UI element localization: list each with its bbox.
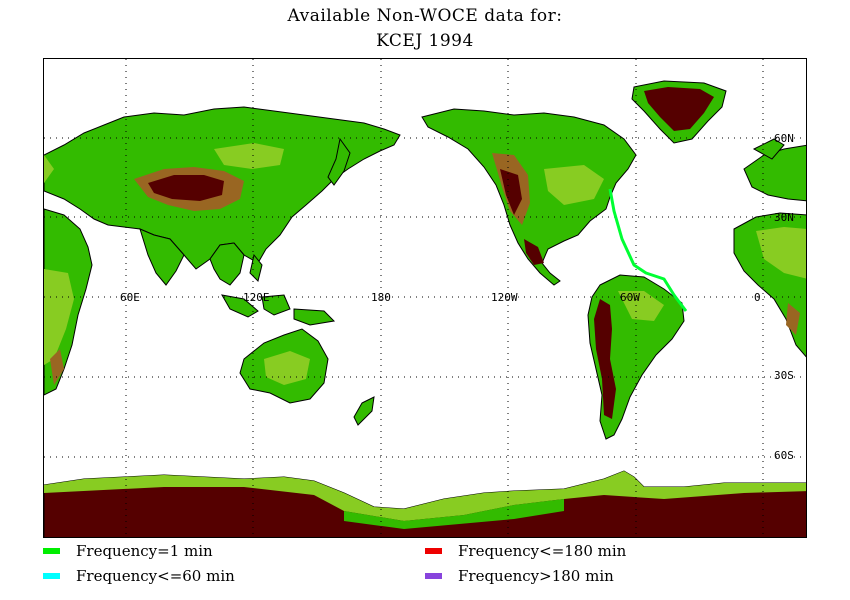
legend-label: Frequency<=60 min [76, 567, 235, 585]
lon-label-0: 0 [754, 291, 761, 304]
legend-label: Frequency<=180 min [458, 542, 627, 560]
japan [327, 137, 351, 186]
lon-label-120e: 120E [243, 291, 270, 304]
south-america [587, 274, 685, 440]
australia [239, 328, 329, 404]
europe-africa-east [733, 138, 806, 358]
eurasia [44, 106, 401, 270]
north-america [421, 108, 637, 286]
lon-label-120w: 120W [491, 291, 518, 304]
lat-label-30n: 30N [774, 211, 794, 224]
world-map: 60E 120E 180 120W 60W 0 60N 30N 30S 60S [43, 58, 807, 538]
legend-item-freq-over-180min: Frequency>180 min [425, 567, 614, 585]
legend-label: Frequency>180 min [458, 567, 614, 585]
legend-swatch-red [425, 548, 442, 554]
new-zealand [353, 396, 375, 426]
lon-label-180: 180 [371, 291, 391, 304]
legend-item-freq-180min: Frequency<=180 min [425, 542, 626, 560]
lat-label-60s: 60S [774, 449, 794, 462]
indonesia [221, 253, 336, 326]
legend-swatch-purple [425, 573, 442, 579]
africa [44, 208, 93, 396]
world-map-svg: 60E 120E 180 120W 60W 0 60N 30N 30S 60S [44, 59, 806, 537]
lat-label-30s: 30S [774, 369, 794, 382]
legend-swatch-cyan [43, 573, 60, 579]
map-title-line-2: KCEJ 1994 [376, 31, 474, 51]
map-title-line-1: Available Non-WOCE data for: [287, 6, 563, 26]
lon-label-60e: 60E [120, 291, 140, 304]
lat-label-60n: 60N [774, 132, 794, 145]
legend-item-freq-1min: Frequency=1 min [43, 542, 213, 560]
ship-track-line [608, 188, 688, 312]
legend-swatch-green [43, 548, 60, 554]
south-asia [139, 228, 245, 286]
graticule [44, 59, 806, 537]
lon-label-60w: 60W [620, 291, 640, 304]
antarctica [44, 470, 806, 537]
greenland [631, 80, 727, 144]
legend-item-freq-60min: Frequency<=60 min [43, 567, 235, 585]
legend-label: Frequency=1 min [76, 542, 213, 560]
